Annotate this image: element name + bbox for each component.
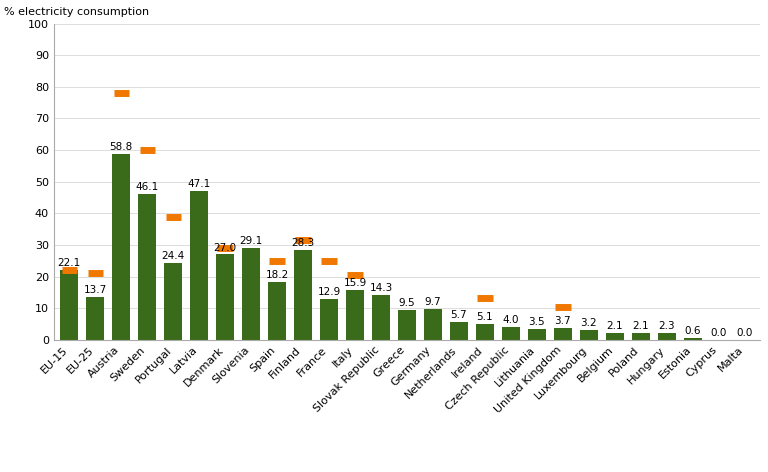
Bar <box>372 295 390 340</box>
Bar <box>268 282 286 340</box>
Text: 3.2: 3.2 <box>581 318 598 328</box>
Text: 15.9: 15.9 <box>343 278 366 287</box>
Bar <box>450 322 468 340</box>
Bar <box>60 270 78 340</box>
Text: 14.3: 14.3 <box>369 283 392 293</box>
Text: 9.7: 9.7 <box>425 297 442 307</box>
Bar <box>528 329 546 340</box>
Bar <box>112 154 131 340</box>
Text: 13.7: 13.7 <box>84 285 107 295</box>
Bar <box>424 309 442 340</box>
Bar <box>684 338 702 340</box>
Text: 28.3: 28.3 <box>292 238 315 248</box>
Bar <box>632 333 650 340</box>
Bar <box>502 327 520 340</box>
Bar <box>190 191 208 340</box>
Bar <box>86 296 104 340</box>
Text: 47.1: 47.1 <box>187 179 211 189</box>
Text: 18.2: 18.2 <box>266 270 289 280</box>
Text: 12.9: 12.9 <box>317 287 341 297</box>
Text: 2.1: 2.1 <box>607 321 623 331</box>
Text: 4.0: 4.0 <box>503 315 519 325</box>
Text: 58.8: 58.8 <box>110 142 133 152</box>
Bar <box>164 263 182 340</box>
Text: 3.7: 3.7 <box>554 316 571 326</box>
Bar <box>580 330 598 340</box>
Text: 22.1: 22.1 <box>58 258 81 268</box>
Text: 46.1: 46.1 <box>136 182 159 192</box>
Text: 9.5: 9.5 <box>399 298 415 308</box>
Text: 2.1: 2.1 <box>633 321 649 331</box>
Text: 5.7: 5.7 <box>451 310 467 320</box>
Text: 24.4: 24.4 <box>161 251 185 261</box>
Text: % electricity consumption: % electricity consumption <box>5 7 150 17</box>
Bar <box>554 328 572 340</box>
Text: 3.5: 3.5 <box>528 317 545 327</box>
Text: 2.3: 2.3 <box>658 320 675 331</box>
Bar <box>657 333 676 340</box>
Bar <box>320 299 338 340</box>
Text: 29.1: 29.1 <box>240 236 263 246</box>
Bar <box>242 248 260 340</box>
Bar <box>346 289 364 340</box>
Bar <box>216 254 234 340</box>
Text: 27.0: 27.0 <box>214 243 237 253</box>
Bar <box>476 324 494 340</box>
Bar <box>294 250 313 340</box>
Text: 5.1: 5.1 <box>477 312 493 322</box>
Bar <box>398 310 416 340</box>
Text: 0.6: 0.6 <box>684 326 701 336</box>
Text: 0.0: 0.0 <box>710 328 727 338</box>
Bar <box>606 333 624 340</box>
Bar <box>138 194 157 340</box>
Text: 0.0: 0.0 <box>737 328 753 338</box>
